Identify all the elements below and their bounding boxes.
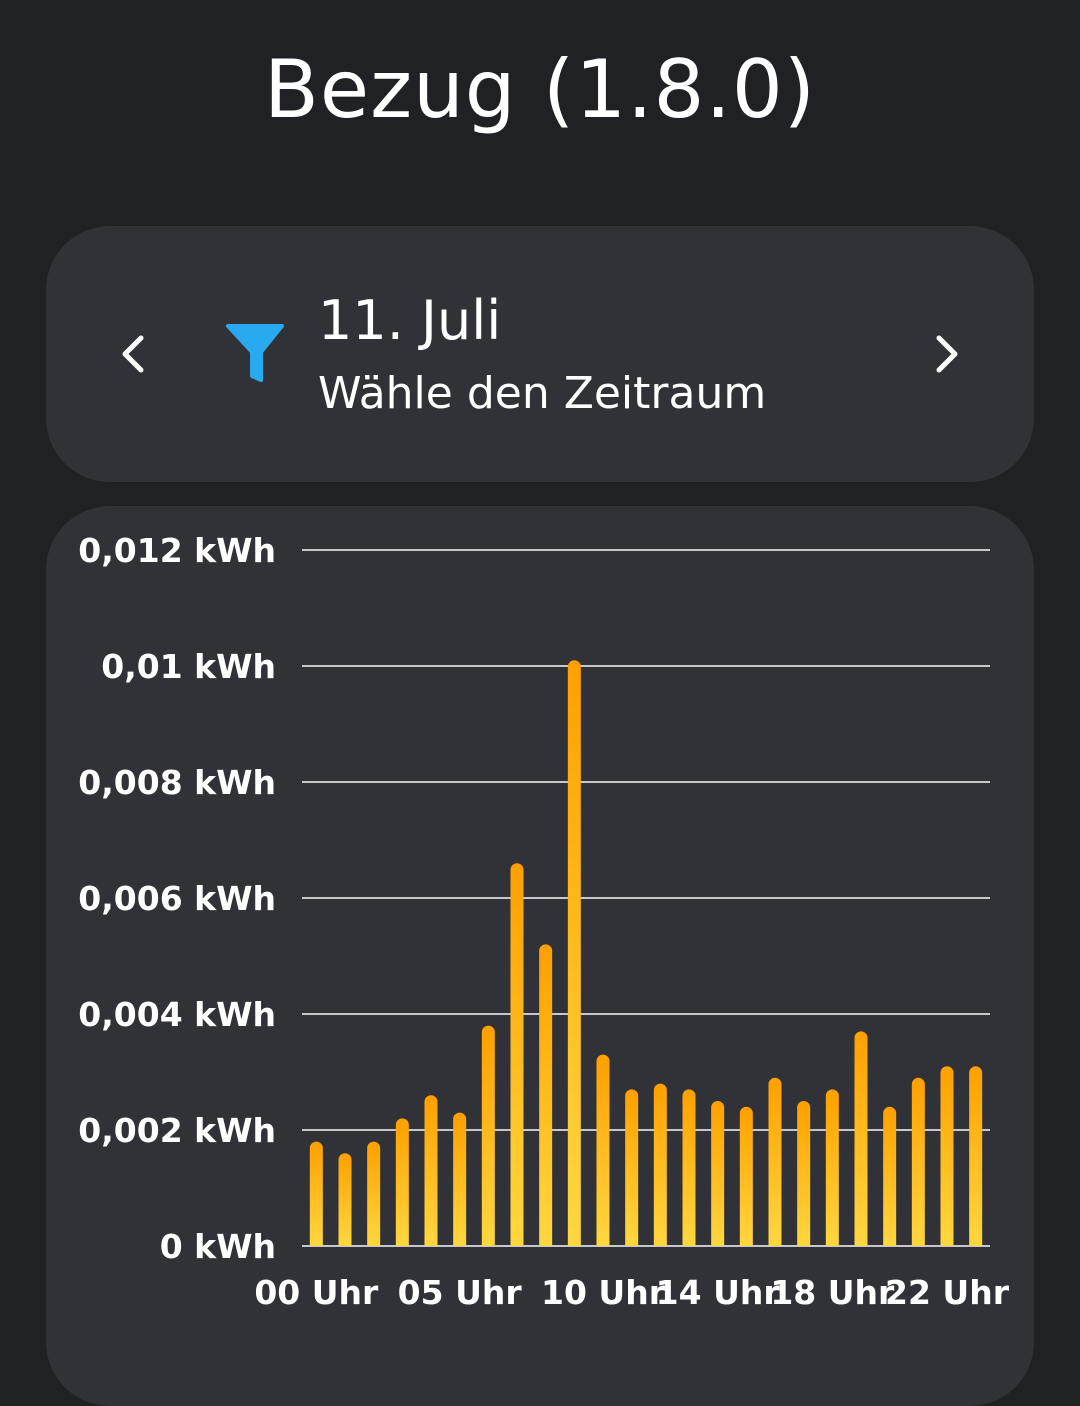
y-axis-labels: 0 kWh 0,002 kWh 0,004 kWh 0,006 kWh 0,008 kW… <box>78 531 276 1266</box>
bar-hour-22[interactable] <box>940 1066 954 1246</box>
y-tick-label: 0 kWh <box>160 1227 276 1266</box>
bar-hour-1[interactable] <box>338 1153 352 1246</box>
bar-hour-11[interactable] <box>625 1089 639 1246</box>
bar-hour-7[interactable] <box>510 863 524 1246</box>
date-range-selector[interactable]: 11. Juli Wähle den Zeitraum <box>318 288 766 426</box>
page-title: Bezug (1.8.0) <box>264 43 816 136</box>
bar-hour-18[interactable] <box>825 1089 839 1246</box>
bar-hour-9[interactable] <box>567 660 581 1246</box>
y-tick-label: 0,012 kWh <box>78 531 276 570</box>
bar-hour-8[interactable] <box>539 944 553 1246</box>
bar-hour-20[interactable] <box>883 1106 897 1246</box>
date-range-hint: Wähle den Zeitraum <box>318 368 767 419</box>
x-tick-label: 22 Uhr <box>885 1273 1010 1312</box>
y-tick-label: 0,004 kWh <box>78 995 276 1034</box>
bar-hour-12[interactable] <box>653 1083 667 1246</box>
bars <box>309 660 983 1246</box>
bar-hour-19[interactable] <box>854 1031 868 1246</box>
bar-hour-14[interactable] <box>711 1101 725 1246</box>
date-label: 11. Juli <box>318 289 502 352</box>
x-tick-label: 18 Uhr <box>770 1273 895 1312</box>
x-tick-label: 10 Uhr <box>541 1273 666 1312</box>
next-day-button[interactable] <box>910 316 980 392</box>
y-tick-label: 0,006 kWh <box>78 879 276 918</box>
x-tick-label: 14 Uhr <box>656 1273 781 1312</box>
bar-hour-6[interactable] <box>481 1025 495 1246</box>
bar-hour-23[interactable] <box>969 1066 983 1246</box>
chart-card: 0 kWh 0,002 kWh 0,004 kWh 0,006 kWh 0,008 kW… <box>46 506 1034 1406</box>
chevron-left-icon <box>122 335 144 373</box>
y-tick-label: 0,002 kWh <box>78 1111 276 1150</box>
bar-hour-15[interactable] <box>739 1106 753 1246</box>
y-tick-label: 0,008 kWh <box>78 763 276 802</box>
bar-hour-16[interactable] <box>768 1077 782 1246</box>
energy-bar-chart: 0 kWh 0,002 kWh 0,004 kWh 0,006 kWh 0,008 kW… <box>78 531 1009 1312</box>
x-tick-label: 00 Uhr <box>254 1273 379 1312</box>
bar-hour-5[interactable] <box>453 1112 467 1246</box>
previous-day-button[interactable] <box>100 316 170 392</box>
y-tick-label: 0,01 kWh <box>101 647 276 686</box>
date-picker-card: 11. Juli Wähle den Zeitraum <box>46 226 1034 482</box>
bar-hour-4[interactable] <box>424 1095 438 1246</box>
bar-hour-21[interactable] <box>911 1077 925 1246</box>
bar-hour-2[interactable] <box>367 1141 381 1246</box>
grid-lines <box>302 549 990 1247</box>
x-tick-label: 05 Uhr <box>398 1273 523 1312</box>
chevron-right-icon <box>936 335 958 373</box>
bar-hour-13[interactable] <box>682 1089 696 1246</box>
bar-hour-10[interactable] <box>596 1054 610 1246</box>
filter-icon[interactable] <box>226 322 284 386</box>
bar-hour-0[interactable] <box>309 1141 323 1246</box>
bar-hour-3[interactable] <box>395 1118 409 1246</box>
bar-hour-17[interactable] <box>797 1101 811 1246</box>
